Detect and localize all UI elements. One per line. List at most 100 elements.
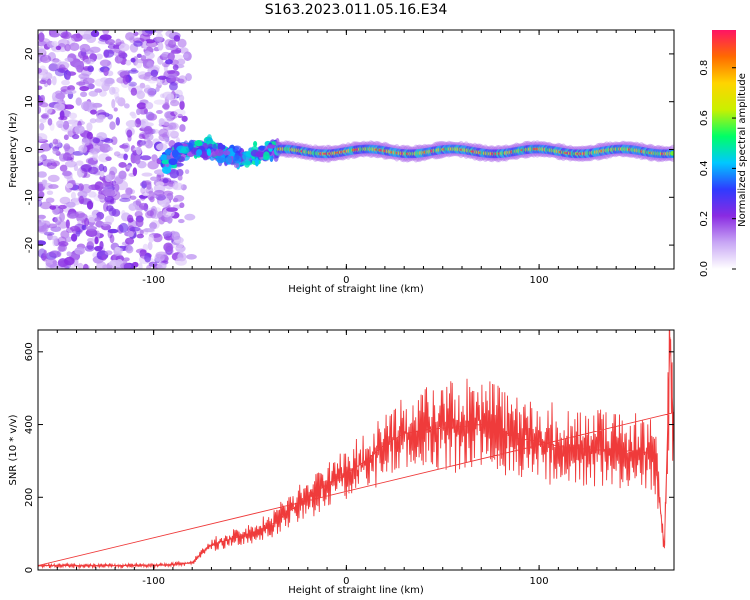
heatmap-cell: [255, 151, 265, 158]
heatmap-cell: [70, 191, 77, 200]
heatmap-cell: [148, 261, 158, 267]
heatmap-cell: [175, 47, 182, 53]
heatmap-cell: [177, 113, 183, 119]
heatmap-cell: [135, 59, 143, 69]
heatmap-cell: [125, 32, 135, 41]
heatmap-cell: [104, 215, 115, 224]
heatmap-cell: [97, 193, 106, 200]
heatmap-cell: [144, 252, 152, 263]
heatmap-cell: [162, 231, 174, 238]
heatmap-cell: [38, 156, 43, 164]
heatmap-cell: [79, 43, 91, 53]
heatmap-cell: [152, 210, 160, 220]
heatmap-cell: [196, 149, 203, 156]
heatmap-cell: [166, 93, 175, 101]
snr-x-tick-label: 0: [343, 576, 349, 587]
heatmap-cell: [125, 187, 133, 196]
spectrogram-y-tick-label: 0: [24, 146, 35, 152]
heatmap-cell: [51, 75, 57, 86]
snr-y-tick-label: 0: [24, 567, 35, 573]
heatmap-cell: [94, 181, 104, 191]
heatmap-cell: [134, 154, 141, 165]
heatmap-cell: [94, 236, 99, 245]
heatmap-cell: [118, 50, 126, 59]
heatmap-cell: [136, 233, 144, 239]
heatmap-cell: [66, 251, 72, 257]
heatmap-cell: [173, 108, 186, 117]
heatmap-cell: [38, 32, 45, 42]
heatmap-cell: [179, 202, 185, 209]
heatmap-cell: [143, 108, 148, 115]
heatmap-cell: [38, 214, 46, 220]
heatmap-cell: [75, 97, 82, 106]
heatmap-cell: [214, 148, 224, 157]
heatmap-cell: [65, 183, 74, 189]
heatmap-cell: [71, 179, 76, 185]
spectrogram-x-label: Height of straight line (km): [288, 284, 424, 295]
heatmap-cell: [140, 55, 147, 62]
heatmap-cell: [145, 186, 154, 194]
heatmap-cell: [62, 170, 72, 177]
heatmap-cell: [86, 131, 93, 140]
heatmap-cell: [65, 219, 70, 229]
heatmap-cell: [107, 228, 119, 234]
heatmap-cell: [93, 193, 106, 202]
heatmap-cell: [86, 122, 93, 132]
heatmap-cell: [44, 105, 53, 115]
heatmap-cell: [96, 132, 107, 141]
heatmap-cell: [188, 142, 194, 151]
heatmap-cell: [39, 79, 48, 85]
heatmap-cell: [165, 59, 173, 65]
heatmap-cell: [47, 158, 55, 164]
heatmap-cell: [135, 218, 144, 228]
heatmap-cell: [156, 109, 163, 114]
heatmap-cell: [144, 50, 151, 56]
heatmap-cell: [178, 219, 185, 224]
heatmap-cell: [39, 118, 47, 124]
heatmap-cell: [118, 162, 127, 168]
heatmap-cell: [85, 228, 98, 237]
heatmap-cell: [169, 169, 179, 179]
heatmap-cell: [177, 252, 187, 262]
heatmap-cell: [152, 233, 163, 243]
heatmap-cell: [73, 259, 79, 268]
heatmap-cell: [38, 133, 48, 142]
heatmap-cell: [80, 91, 88, 98]
heatmap-cell: [173, 194, 185, 202]
heatmap-cell: [99, 240, 104, 250]
colorbar-tick-label: 0.2: [699, 211, 710, 227]
heatmap-cell: [85, 225, 98, 231]
heatmap-cell: [146, 60, 154, 67]
heatmap-cell: [38, 106, 42, 115]
heatmap-cell: [182, 53, 189, 59]
heatmap-cell: [89, 148, 101, 154]
heatmap-cell: [171, 231, 181, 241]
heatmap-cell: [89, 118, 97, 124]
heatmap-cell: [88, 90, 99, 97]
snr-y-label: SNR (10 * v/v): [8, 414, 19, 485]
heatmap-cell: [46, 78, 52, 86]
heatmap-cell: [99, 59, 111, 67]
heatmap-cell: [154, 36, 164, 43]
colorbar-tick-label: 0.0: [699, 261, 710, 277]
snr-ticks: -100 0 100 0 200 400 600: [24, 330, 675, 587]
heatmap-cell: [82, 77, 95, 85]
heatmap-cell: [107, 229, 113, 239]
heatmap-cell: [111, 180, 117, 187]
heatmap-cell: [51, 59, 62, 65]
heatmap-cell: [57, 38, 70, 47]
heatmap-cell: [117, 69, 129, 77]
heatmap-cell: [97, 114, 106, 120]
spectrogram-x-tick-label: 0: [343, 275, 349, 286]
heatmap-cell: [119, 197, 131, 203]
heatmap-cell: [142, 243, 149, 252]
heatmap-cell: [157, 75, 168, 80]
snr-x-tick-label: 100: [530, 576, 549, 587]
heatmap-cell: [86, 200, 94, 210]
heatmap-cell: [145, 133, 154, 141]
heatmap-cell: [81, 100, 93, 111]
heatmap-cell: [149, 222, 158, 230]
heatmap-cell: [103, 68, 109, 77]
heatmap-cell: [94, 78, 105, 87]
